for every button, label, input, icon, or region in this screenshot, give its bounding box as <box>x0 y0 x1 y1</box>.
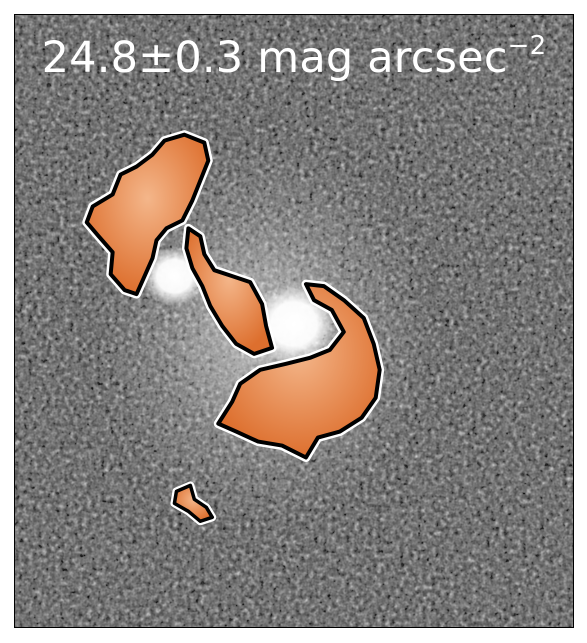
surface-brightness-exponent: −2 <box>507 31 547 61</box>
astronomical-image <box>15 15 573 627</box>
tidal-feature-arc <box>213 279 385 462</box>
surface-brightness-label: 24.8±0.3 mag arcsec−2 <box>15 33 573 80</box>
image-frame: 24.8±0.3 mag arcsec−2 <box>14 14 574 628</box>
tidal-feature-middle <box>181 223 277 359</box>
surface-brightness-unit: mag arcsec <box>257 33 508 83</box>
tidal-feature-small <box>170 481 217 526</box>
surface-brightness-value: 24.8±0.3 <box>41 33 244 83</box>
tidal-feature-upper-left <box>82 130 213 299</box>
